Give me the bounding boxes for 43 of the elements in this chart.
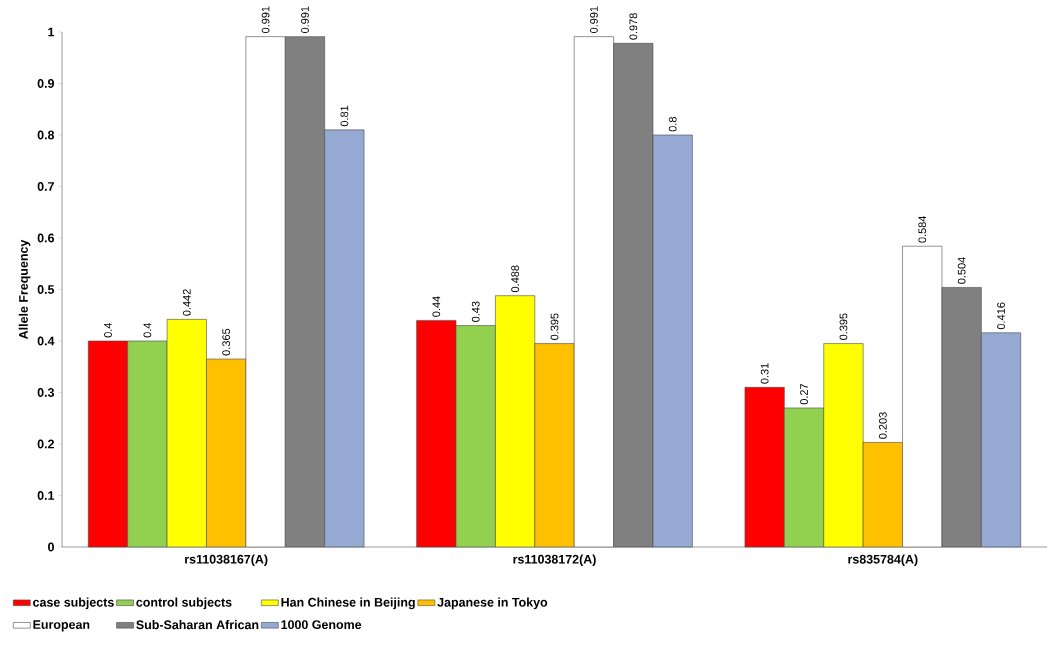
data-label: 0.978 (629, 13, 638, 40)
legend-label: case subjects (33, 597, 114, 610)
y-tick-label: 0.9 (37, 79, 55, 88)
y-axis-title: Allele Frequency (18, 239, 31, 340)
data-label: 0.442 (182, 289, 191, 316)
data-label: 0.395 (550, 313, 559, 340)
legend-label: European (33, 620, 90, 632)
y-tick-label: 0.4 (37, 336, 55, 346)
legend-label: Han Chinese in Beijing (281, 597, 415, 610)
y-tick-label: 0.5 (37, 285, 55, 294)
data-label: 0.991 (301, 6, 309, 34)
legend-label: Japanese in Tokyo (437, 597, 548, 610)
legend-label: 1000 Genome (281, 620, 362, 630)
x-tick-label: rs835784(A) (848, 554, 918, 567)
data-label: 0.31 (760, 363, 769, 384)
data-label: 0.27 (800, 383, 808, 405)
y-tick-label: 0.1 (37, 491, 55, 500)
data-label: 0.44 (432, 296, 441, 317)
data-label: 0.81 (340, 105, 349, 127)
y-tick-label: 0 (48, 542, 54, 552)
y-tick-label: 0.3 (37, 388, 55, 397)
legend-label: Sub-Saharan African (136, 620, 259, 630)
data-label: 0.395 (839, 313, 848, 340)
data-label: 0.203 (878, 412, 887, 439)
data-label: 0.488 (511, 265, 519, 293)
y-tick-label: 0.2 (37, 439, 54, 449)
y-tick-label: 0.7 (37, 182, 54, 191)
data-label: 0.4 (143, 322, 152, 338)
data-label: 0.416 (997, 302, 1005, 330)
y-tick-label: 1 (48, 27, 55, 37)
data-label: 0.991 (590, 6, 598, 34)
data-label: 0.584 (918, 215, 927, 243)
data-label: 0.43 (471, 301, 480, 322)
data-label: 0.365 (222, 328, 231, 356)
x-tick-label: rs11038172(A) (513, 554, 596, 567)
x-tick-label: rs11038167(A) (185, 554, 268, 567)
y-tick-label: 0.6 (37, 233, 55, 243)
data-label: 0.4 (104, 322, 112, 338)
data-label: 0.504 (957, 257, 966, 284)
data-label: 0.8 (668, 117, 677, 132)
y-tick-label: 0.8 (37, 130, 55, 140)
legend-label: control subjects (136, 597, 232, 610)
data-label: 0.991 (261, 6, 270, 34)
